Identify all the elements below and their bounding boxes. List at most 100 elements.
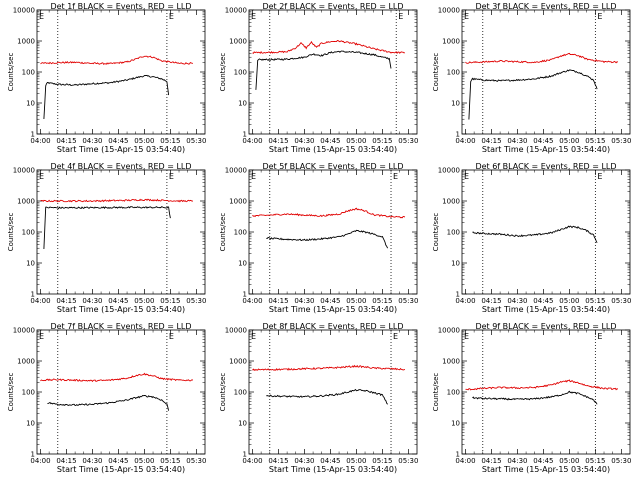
x-tick-label: 04:15 xyxy=(56,457,76,465)
x-tick-label: 04:15 xyxy=(268,297,288,305)
plot-frame xyxy=(461,9,631,135)
corner-marker-right: E xyxy=(169,332,174,341)
x-tick-label: 05:30 xyxy=(611,297,631,305)
series-lld-line xyxy=(465,52,618,64)
x-axis-label: Start Time (15-Apr-15 03:54:40) xyxy=(269,465,397,474)
y-tick-label: 10 xyxy=(451,100,460,108)
y-tick-label: 10 xyxy=(26,100,35,108)
x-tick-label: 04:45 xyxy=(320,457,340,465)
y-tick-label: 10000 xyxy=(438,167,460,175)
chart-title: Det 1f BLACK = Events, RED = LLD xyxy=(50,2,191,11)
x-tick-label: 05:00 xyxy=(134,297,154,305)
x-tick-label: 05:00 xyxy=(346,457,366,465)
series-lld-line xyxy=(40,198,193,203)
corner-marker-left: E xyxy=(251,172,256,181)
corner-marker-right: E xyxy=(597,332,602,341)
x-axis-label: Start Time (15-Apr-15 03:54:40) xyxy=(269,305,397,314)
corner-marker-right: E xyxy=(393,332,398,341)
y-tick-label: 10000 xyxy=(13,327,35,335)
x-tick-label: 05:00 xyxy=(134,457,154,465)
x-axis-label: Start Time (15-Apr-15 03:54:40) xyxy=(57,305,185,314)
x-tick-label: 05:00 xyxy=(346,137,366,145)
y-tick-label: 1000 xyxy=(17,38,35,46)
chart-title: Det 7f BLACK = Events, RED = LLD xyxy=(50,322,191,331)
x-tick-label: 04:15 xyxy=(268,137,288,145)
series-events-line xyxy=(468,69,598,120)
y-tick-label: 10 xyxy=(451,260,460,268)
chart-panel-5: Det 5f BLACK = Events, RED = LLD 1 10 100 10… xyxy=(219,162,418,314)
corner-marker-right: E xyxy=(169,12,174,21)
x-tick-label: 04:00 xyxy=(455,137,475,145)
y-tick-label: 10 xyxy=(238,420,247,428)
series-events-line xyxy=(266,388,388,405)
series-events-line xyxy=(472,225,598,244)
x-tick-label: 04:00 xyxy=(242,297,262,305)
x-tick-label: 05:00 xyxy=(559,137,579,145)
x-tick-label: 05:00 xyxy=(346,297,366,305)
y-tick-label: 1 xyxy=(456,291,460,299)
x-tick-label: 05:15 xyxy=(160,297,180,305)
y-tick-label: 100 xyxy=(234,69,247,77)
y-axis-label: Counts/sec xyxy=(219,373,227,412)
x-tick-label: 05:00 xyxy=(559,297,579,305)
x-tick-label: 05:30 xyxy=(186,297,206,305)
x-tick-label: 05:30 xyxy=(186,137,206,145)
corner-marker-left: E xyxy=(251,12,256,21)
y-axis-label: Counts/sec xyxy=(432,213,440,252)
y-tick-label: 1 xyxy=(243,131,247,139)
series-events-line xyxy=(472,390,598,405)
y-tick-label: 10000 xyxy=(225,327,247,335)
corner-marker-right: E xyxy=(393,172,398,181)
x-tick-label: 04:15 xyxy=(481,457,501,465)
x-tick-label: 04:15 xyxy=(481,297,501,305)
corner-marker-left: E xyxy=(39,12,44,21)
x-tick-label: 05:30 xyxy=(398,137,418,145)
y-tick-label: 100 xyxy=(22,69,35,77)
y-tick-label: 100 xyxy=(234,229,247,237)
x-tick-label: 04:45 xyxy=(108,297,128,305)
x-axis-label: Start Time (15-Apr-15 03:54:40) xyxy=(482,465,610,474)
chart-title: Det 9f BLACK = Events, RED = LLD xyxy=(475,322,616,331)
x-tick-label: 04:45 xyxy=(320,137,340,145)
x-tick-label: 04:00 xyxy=(30,297,50,305)
y-axis-label: Counts/sec xyxy=(432,53,440,92)
x-tick-label: 04:45 xyxy=(533,297,553,305)
y-tick-label: 10000 xyxy=(438,327,460,335)
y-tick-label: 1000 xyxy=(17,358,35,366)
chart-panel-4: Det 4f BLACK = Events, RED = LLD 1 10 100 10… xyxy=(7,162,206,314)
x-tick-label: 04:00 xyxy=(455,457,475,465)
x-tick-label: 05:15 xyxy=(372,137,392,145)
x-tick-label: 04:00 xyxy=(455,297,475,305)
plot-frame xyxy=(36,9,206,135)
y-tick-label: 1000 xyxy=(229,198,247,206)
x-tick-label: 04:15 xyxy=(56,297,76,305)
corner-marker-left: E xyxy=(39,172,44,181)
x-tick-label: 04:30 xyxy=(82,137,102,145)
series-lld-line xyxy=(252,39,405,55)
x-axis-label: Start Time (15-Apr-15 03:54:40) xyxy=(482,145,610,154)
chart-panel-3: Det 3f BLACK = Events, RED = LLD 1 10 100 10… xyxy=(432,2,631,154)
x-axis-label: Start Time (15-Apr-15 03:54:40) xyxy=(482,305,610,314)
y-tick-label: 100 xyxy=(234,389,247,397)
x-tick-label: 04:30 xyxy=(507,137,527,145)
y-tick-label: 10000 xyxy=(225,7,247,15)
x-tick-label: 04:45 xyxy=(533,137,553,145)
y-tick-label: 10 xyxy=(451,420,460,428)
y-tick-label: 100 xyxy=(22,229,35,237)
plot-frame xyxy=(36,169,206,295)
x-tick-label: 04:30 xyxy=(82,457,102,465)
y-tick-label: 1000 xyxy=(442,358,460,366)
y-axis-label: Counts/sec xyxy=(432,373,440,412)
x-tick-label: 04:30 xyxy=(294,297,314,305)
series-lld-line xyxy=(40,55,193,65)
corner-marker-left: E xyxy=(464,172,469,181)
chart-title: Det 4f BLACK = Events, RED = LLD xyxy=(50,162,191,171)
y-tick-label: 1 xyxy=(243,451,247,459)
chart-title: Det 3f BLACK = Events, RED = LLD xyxy=(475,2,616,11)
y-tick-label: 10000 xyxy=(225,167,247,175)
y-tick-label: 1 xyxy=(243,291,247,299)
series-lld-line xyxy=(252,207,406,219)
x-tick-label: 05:15 xyxy=(585,137,605,145)
x-tick-label: 05:30 xyxy=(398,457,418,465)
